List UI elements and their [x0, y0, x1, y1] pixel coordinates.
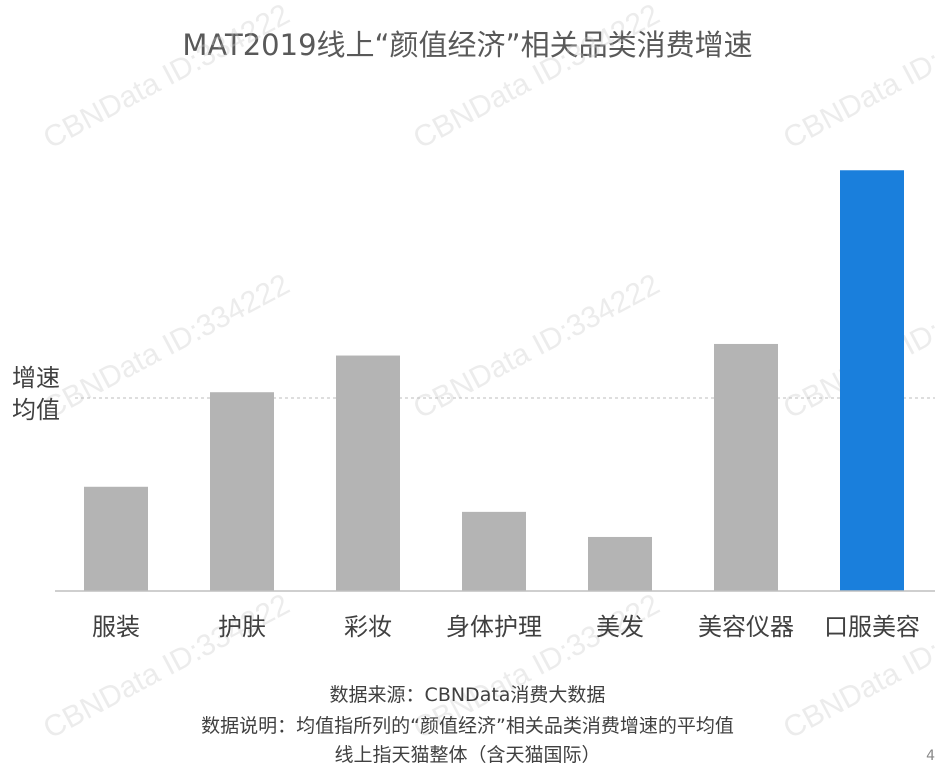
- x-tick-label: 美容仪器: [698, 613, 794, 641]
- bar-6: [840, 170, 904, 591]
- x-tick-label: 护肤: [218, 613, 266, 641]
- scope-note: 线上指天猫整体（含天猫国际）: [334, 744, 601, 766]
- chart-title: MAT2019线上“颜值经济”相关品类消费增速: [182, 28, 753, 62]
- explanation-note: 数据说明：均值指所列的“颜值经济”相关品类消费增速的平均值: [201, 715, 734, 737]
- bar-2: [336, 355, 400, 591]
- x-tick-label: 彩妆: [344, 613, 392, 641]
- x-tick-label: 服装: [92, 613, 140, 641]
- bar-1: [210, 392, 274, 591]
- x-tick-label: 身体护理: [446, 613, 542, 641]
- source-note: 数据来源：CBNData消费大数据: [329, 684, 606, 706]
- average-label-line2: 均值: [12, 396, 60, 424]
- page-number: 4: [926, 748, 935, 764]
- bar-5: [714, 343, 778, 591]
- bar-0: [84, 486, 148, 591]
- bar-3: [462, 511, 526, 591]
- bar-4: [588, 536, 652, 591]
- x-tick-label: 美发: [596, 613, 644, 641]
- average-label-line1: 增速: [12, 364, 60, 392]
- x-tick-label: 口服美容: [824, 613, 920, 641]
